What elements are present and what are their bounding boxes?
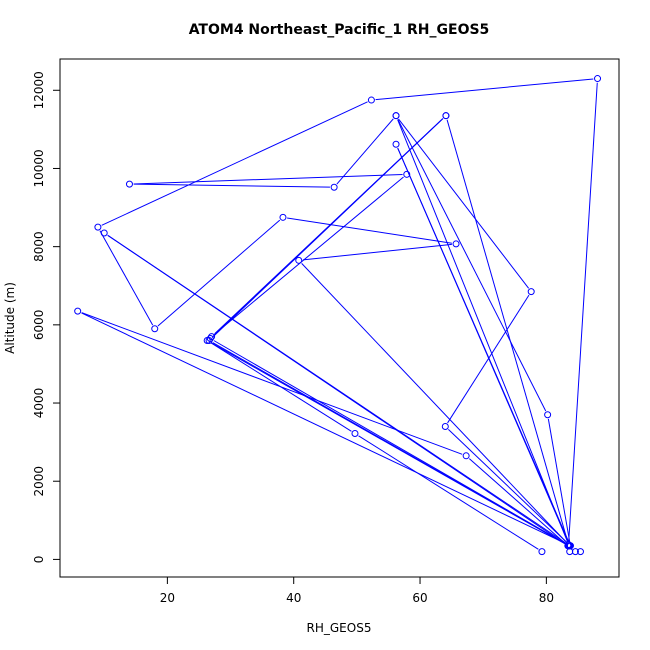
series-line-segment	[375, 78, 594, 101]
data-point	[100, 229, 108, 237]
data-point	[392, 112, 400, 120]
data-point	[594, 75, 602, 83]
data-point	[392, 140, 400, 148]
series-line-segment	[397, 119, 568, 543]
data-point	[441, 422, 449, 430]
data-point	[403, 170, 411, 178]
data-point	[566, 548, 574, 556]
y-tick-label: 8000	[32, 231, 46, 262]
x-axis-label: RH_GEOS5	[307, 621, 372, 635]
data-point	[74, 307, 82, 315]
data-point	[206, 335, 214, 343]
series-line-segment	[81, 312, 567, 545]
data-point	[94, 223, 102, 231]
y-tick-label: 10000	[32, 149, 46, 187]
series-line-segment	[447, 294, 530, 424]
x-tick-label: 20	[160, 591, 175, 605]
series-line-segment	[397, 119, 547, 412]
y-axis-label: Altitude (m)	[3, 282, 17, 354]
data-point	[367, 96, 375, 104]
data-point	[351, 430, 359, 438]
data-point	[442, 112, 450, 120]
y-axis: 0 2000 4000 6000 8000 10000 12000	[32, 71, 60, 563]
series-line-segment	[568, 82, 598, 542]
series-points	[74, 75, 602, 556]
data-point	[205, 336, 213, 344]
x-tick-label: 80	[539, 591, 554, 605]
series-line-segment	[302, 243, 452, 261]
y-tick-label: 2000	[32, 466, 46, 497]
series-line-segment	[214, 176, 404, 335]
plot-frame	[59, 58, 620, 578]
series-line-segment	[358, 435, 539, 550]
data-point	[452, 240, 460, 248]
data-point	[576, 548, 584, 556]
series-line-segment	[81, 312, 463, 455]
data-point	[151, 325, 159, 333]
x-tick-label: 60	[412, 591, 427, 605]
y-tick-label: 6000	[32, 310, 46, 341]
series-line-segment	[336, 118, 394, 185]
series-lines	[81, 78, 598, 550]
series-line-segment	[287, 217, 452, 244]
series-line-segment	[107, 234, 567, 544]
data-point	[295, 256, 303, 264]
x-tick-label: 40	[286, 591, 301, 605]
data-point	[538, 548, 546, 556]
series-line-segment	[547, 418, 571, 542]
chart-title: ATOM4 Northeast_Pacific_1 RH_GEOS5	[189, 22, 490, 38]
y-tick-label: 4000	[32, 388, 46, 419]
data-point	[125, 180, 133, 188]
series-line-segment	[301, 263, 566, 542]
series-line-segment	[398, 118, 530, 289]
series-line-segment	[447, 429, 568, 544]
data-point	[527, 288, 535, 296]
series-line-segment	[133, 173, 403, 185]
series-line-segment	[101, 101, 368, 226]
data-point	[544, 411, 552, 419]
y-tick-label: 0	[32, 556, 46, 564]
series-line-segment	[99, 230, 154, 326]
series-line-segment	[157, 219, 281, 327]
x-axis: 20 40 60 80	[160, 577, 554, 605]
data-point	[462, 452, 470, 460]
series-line-segment	[468, 458, 566, 544]
data-point	[571, 548, 579, 556]
y-tick-label: 12000	[32, 71, 46, 109]
data-point	[330, 183, 338, 191]
series-line-segment	[213, 118, 444, 337]
data-point	[279, 213, 287, 221]
series-line-segment	[213, 340, 566, 545]
series-line-segment	[397, 147, 570, 543]
series-line-segment	[133, 183, 330, 188]
